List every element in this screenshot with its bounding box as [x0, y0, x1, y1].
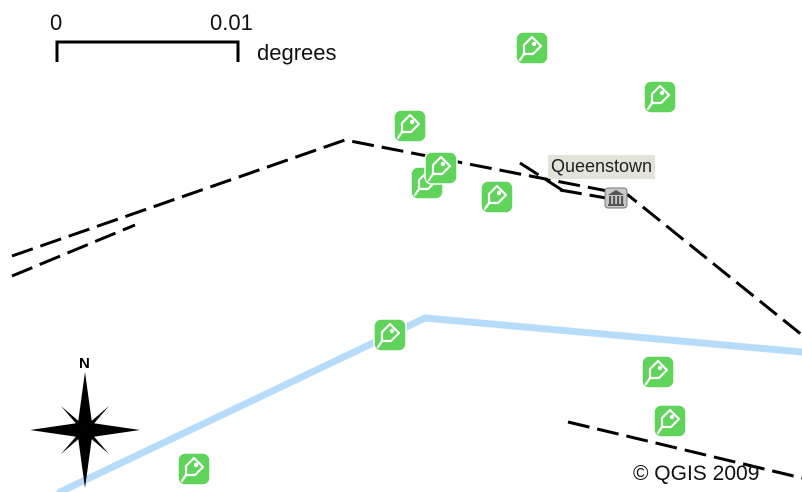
railway-layer — [11, 138, 802, 480]
poi-tag-icon[interactable] — [643, 80, 677, 114]
railway-southeast — [567, 420, 802, 480]
poi-tag-icon[interactable] — [393, 109, 427, 143]
scale-label-max: 0.01 — [210, 10, 253, 35]
poi-tag-icon[interactable] — [177, 452, 211, 486]
river-layer — [56, 314, 802, 492]
scale-unit-label: degrees — [257, 40, 337, 65]
poi-tag-icon[interactable] — [424, 151, 458, 185]
north-label: N — [79, 355, 90, 372]
place-label-queenstown[interactable]: Queenstown — [548, 155, 656, 179]
scale-bar — [55, 40, 240, 62]
railway-main-line — [11, 138, 802, 337]
poi-tag-icon[interactable] — [653, 404, 687, 438]
poi-layer — [177, 31, 687, 486]
town-hall-icon[interactable] — [604, 187, 628, 209]
railway-branch-queenstown — [519, 161, 566, 194]
poi-tag-icon[interactable] — [373, 318, 407, 352]
poi-tag-icon[interactable] — [641, 355, 675, 389]
copyright-label: © QGIS 2009 — [633, 462, 760, 485]
river-line — [56, 314, 802, 492]
railway-branch-west — [11, 223, 136, 278]
compass-rose-icon — [30, 372, 140, 488]
scale-label-min: 0 — [50, 10, 63, 35]
scale-bar-line — [55, 40, 240, 62]
poi-tag-icon[interactable] — [515, 31, 549, 65]
poi-tag-icon[interactable] — [480, 180, 514, 214]
